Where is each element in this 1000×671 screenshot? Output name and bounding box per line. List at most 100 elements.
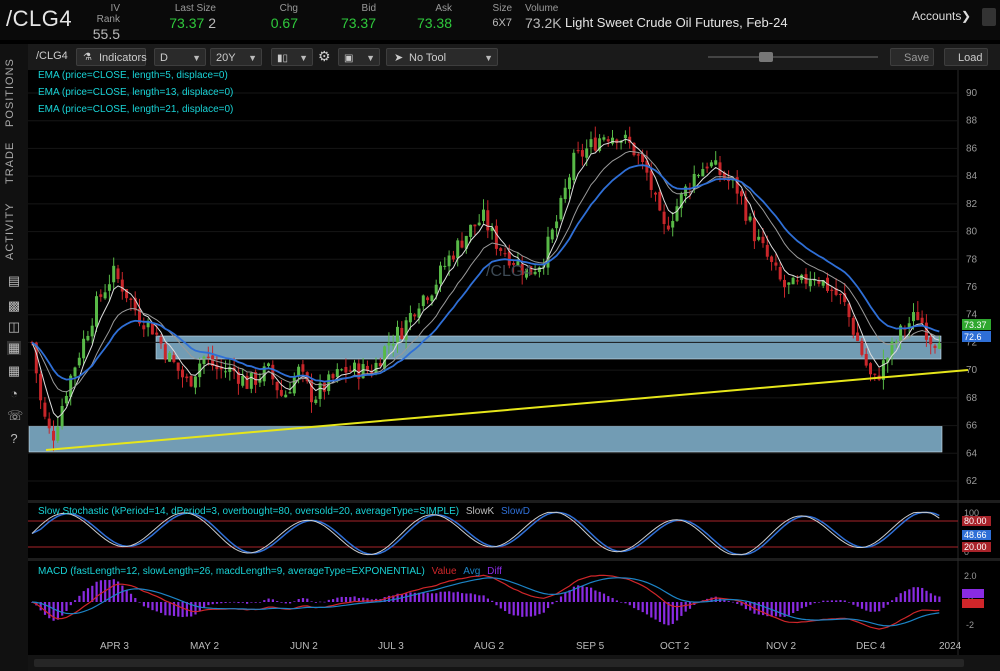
scrollbar-thumb[interactable] bbox=[34, 659, 964, 667]
macd-hist-bar bbox=[529, 602, 532, 617]
load-button[interactable]: Load bbox=[944, 48, 988, 66]
save-button[interactable]: Save bbox=[890, 48, 934, 66]
macd-hist-bar bbox=[680, 602, 683, 616]
price-tick-label: 88 bbox=[966, 116, 978, 127]
bid-label: Bid bbox=[361, 3, 376, 14]
price-chart-svg[interactable]: /CLG4 90 88 86 84 82 80 78 76 74 72 70 68 66 64 62 73.… bbox=[28, 70, 1000, 671]
x-axis-label: NOV 2 bbox=[766, 641, 796, 652]
macd-hist-bar bbox=[547, 602, 550, 609]
macd-hist-bar bbox=[826, 600, 829, 602]
candle-body bbox=[99, 294, 103, 297]
macd-hist-bar bbox=[134, 598, 137, 602]
tab-positions[interactable]: POSITIONS bbox=[4, 58, 16, 128]
period-select[interactable]: D ▼ bbox=[154, 48, 206, 66]
accounts-menu[interactable]: Accounts bbox=[912, 9, 962, 23]
grid-icon[interactable]: ▦ bbox=[7, 363, 21, 378]
price-tick-label: 90 bbox=[966, 88, 978, 99]
zoom-slider[interactable] bbox=[708, 52, 878, 62]
drawing-style-select[interactable]: ▣ ▼ bbox=[338, 48, 380, 66]
chart-style-select[interactable]: ▮▯ ▼ bbox=[271, 48, 313, 66]
macd-hist-bar bbox=[383, 597, 386, 602]
chevron-down-icon[interactable]: ❯ bbox=[961, 9, 972, 23]
candle-body bbox=[434, 284, 438, 294]
macd-hist-bar bbox=[301, 598, 305, 602]
macd-hist-bar bbox=[48, 602, 51, 619]
tab-trade[interactable]: TRADE bbox=[4, 141, 16, 185]
macd-hist-bar bbox=[289, 602, 292, 604]
monitor-icon[interactable]: ▩ bbox=[7, 298, 21, 313]
chart-icon[interactable]: ▦ bbox=[7, 340, 21, 355]
macd-hist-bar bbox=[848, 602, 851, 603]
candle-body bbox=[331, 374, 335, 379]
grip-icon[interactable] bbox=[982, 8, 996, 26]
macd-hist-bar bbox=[542, 602, 545, 613]
tab-activity[interactable]: ACTIVITY bbox=[4, 202, 16, 260]
indicators-button[interactable]: ⚗ Indicators bbox=[76, 48, 147, 66]
candle-body bbox=[116, 268, 120, 280]
cursor-icon: ➤ bbox=[394, 52, 404, 64]
macd-hist-bar bbox=[611, 597, 614, 602]
candle-body bbox=[649, 170, 653, 190]
flask-icon: ⚗ bbox=[83, 52, 92, 63]
macd-hist-bar bbox=[551, 602, 554, 605]
candle-body bbox=[602, 137, 606, 140]
macd-hist-bar bbox=[86, 588, 90, 602]
macd-hist-bar bbox=[886, 602, 889, 605]
macd-hist-bar bbox=[263, 600, 266, 602]
candle-body bbox=[684, 186, 688, 196]
ask-cell: Ask 73.38 bbox=[412, 3, 452, 31]
candle-body bbox=[383, 346, 387, 369]
chart-scrollbar[interactable] bbox=[28, 655, 1000, 671]
candle-body bbox=[735, 177, 739, 194]
candle-body bbox=[241, 376, 245, 386]
macd-hist-bar bbox=[792, 602, 795, 614]
macd-hist-bar bbox=[344, 596, 348, 602]
candle-body bbox=[641, 153, 645, 163]
document-icon[interactable]: ▤ bbox=[7, 273, 21, 288]
chevron-down-icon: ▼ bbox=[366, 53, 375, 63]
phone-icon[interactable]: ☏ bbox=[7, 408, 24, 423]
macd-hist-bar bbox=[723, 599, 726, 602]
ema21-legend: EMA (price=CLOSE, length=21, displace=0) bbox=[38, 104, 234, 115]
gauge-icon[interactable]: ◔ bbox=[10, 386, 18, 401]
zoom-slider-handle[interactable] bbox=[759, 52, 773, 62]
macd-hist-bar bbox=[822, 600, 825, 602]
candle-body bbox=[404, 320, 408, 340]
macd-hist-bar bbox=[168, 602, 171, 616]
stoch-badge-80: 80.00 bbox=[964, 516, 987, 526]
candle-body bbox=[159, 337, 163, 344]
price-tick-label: 80 bbox=[966, 227, 978, 238]
tv-icon[interactable]: ◫ bbox=[7, 319, 21, 334]
chart-area[interactable]: /CLG4 90 88 86 84 82 80 78 76 74 72 70 68 66 64 62 73.… bbox=[28, 70, 1000, 671]
toolbar-symbol[interactable]: /CLG4 bbox=[36, 50, 68, 62]
macd-hist-bar bbox=[731, 601, 735, 603]
candle-body bbox=[757, 236, 761, 240]
candle-body bbox=[722, 172, 726, 179]
candle-body bbox=[550, 229, 554, 240]
candle-body bbox=[322, 382, 326, 392]
stoch-legend: Slow Stochastic (kPeriod=14, dPeriod=3, … bbox=[38, 506, 530, 517]
candle-body bbox=[168, 352, 172, 362]
candle-body bbox=[318, 383, 322, 399]
tool-select[interactable]: ➤ No Tool ▼ bbox=[386, 48, 498, 66]
macd-hist-bar bbox=[310, 601, 313, 603]
symbol-title[interactable]: /CLG4 bbox=[6, 6, 73, 31]
candle-body bbox=[697, 175, 700, 177]
candle-body bbox=[301, 364, 305, 372]
macd-hist-bar bbox=[61, 602, 64, 616]
chart-toolbar: /CLG4 ⚗ Indicators D ▼ 20Y ▼ ▮▯ ▼ ⚙ ▣ ▼ ➤ No… bbox=[28, 44, 1000, 70]
range-select[interactable]: 20Y ▼ bbox=[210, 48, 262, 66]
candle-body bbox=[714, 160, 718, 165]
macd-hist-bar bbox=[43, 602, 47, 615]
macd-hist-bar bbox=[508, 602, 511, 614]
candle-body bbox=[421, 295, 425, 307]
macd-diff-legend: Diff bbox=[487, 566, 502, 577]
macd-hist-bar bbox=[430, 593, 434, 602]
help-icon[interactable]: ? bbox=[10, 431, 18, 446]
macd-hist-bar bbox=[899, 593, 902, 602]
candle-body bbox=[39, 373, 43, 401]
macd-hist-bar bbox=[456, 591, 459, 602]
gear-icon[interactable]: ⚙ bbox=[318, 48, 331, 64]
macd-hist-bar bbox=[108, 580, 111, 602]
candle-body bbox=[271, 364, 275, 380]
